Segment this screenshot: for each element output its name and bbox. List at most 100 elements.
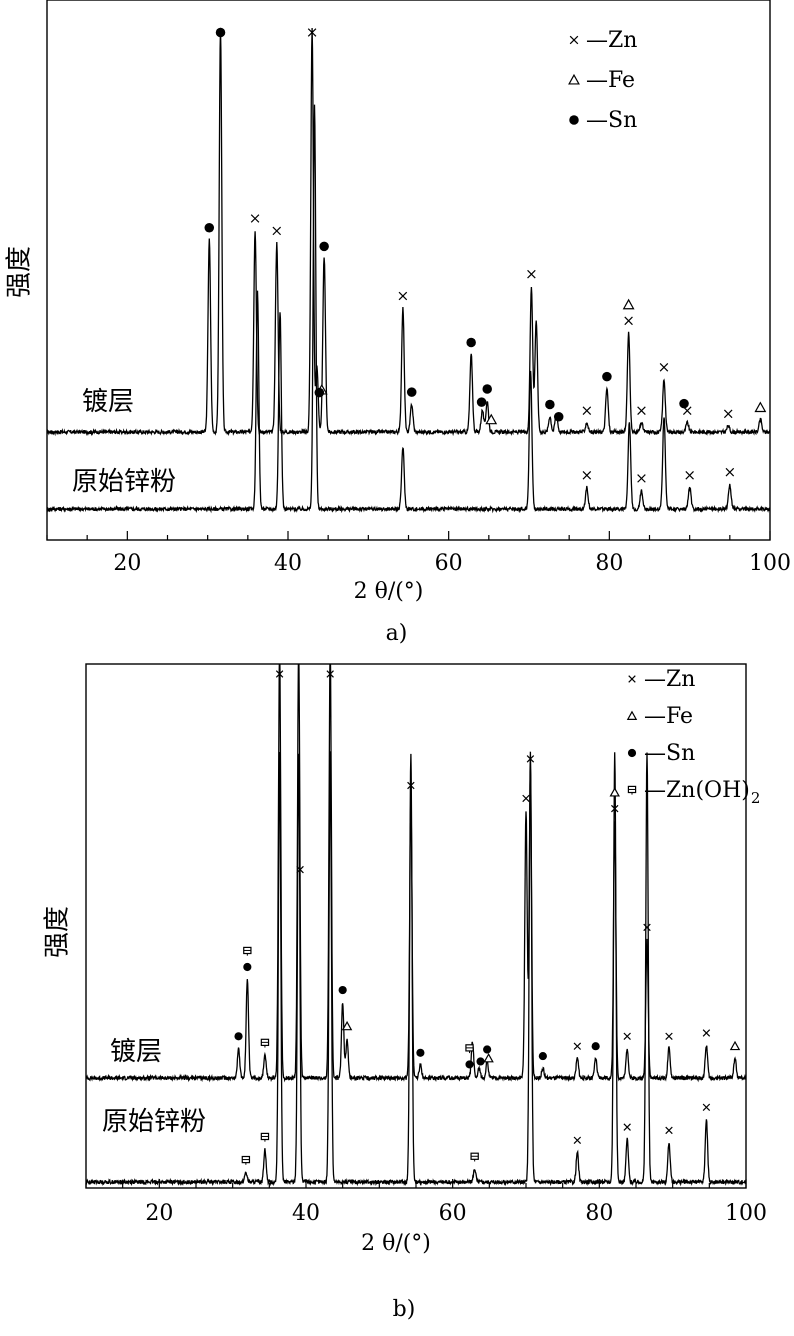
zn-marker: [573, 1042, 582, 1050]
x-axis-label: 2 θ/(°): [354, 579, 424, 604]
legend-subscript: 2: [751, 789, 761, 807]
plot-area: [47, 27, 770, 514]
fe-marker: [485, 413, 498, 425]
series-trace-coating: [47, 27, 770, 437]
sn-marker: [466, 337, 476, 348]
zn-marker: [275, 670, 284, 678]
cross-stroke: [272, 226, 282, 236]
zn-marker: [526, 755, 535, 763]
sn-marker: [406, 387, 417, 397]
chart-panel-b: 20 40 60 80 100 2 θ/(°) 强度 b) 镀层 原始锌粉 —Zn —Fe —Sn —Zn…: [0, 660, 794, 1336]
x-tick-label: 20: [113, 551, 141, 576]
cross-stroke: [665, 1126, 673, 1135]
zn-marker: [624, 316, 633, 326]
sn-marker: [416, 1048, 425, 1057]
legend-label: —Fe: [644, 704, 693, 729]
y-axis-label: 强度: [5, 246, 35, 298]
fe-marker: [622, 298, 635, 310]
cross-stroke: [275, 670, 284, 678]
cross-stroke: [307, 28, 317, 37]
x-tick-label: 40: [292, 1201, 320, 1226]
zn-marker: [527, 269, 536, 279]
cross-stroke: [398, 291, 408, 301]
zn-marker: [573, 1136, 582, 1145]
sn-marker: [476, 397, 487, 407]
zn-marker: [611, 804, 619, 813]
zn-marker: [398, 291, 408, 301]
zn-marker: [685, 471, 694, 480]
cross-stroke: [643, 923, 651, 932]
x-tick-label: 60: [435, 551, 463, 576]
cross-stroke: [723, 409, 733, 419]
zn-oh2-marker: [465, 1044, 474, 1054]
cross-stroke: [685, 471, 694, 480]
cross-stroke: [624, 316, 633, 326]
sn-marker: [591, 1042, 600, 1051]
cross-stroke: [573, 1136, 582, 1145]
legend-label: —Zn: [644, 667, 695, 692]
sn-marker: [465, 1060, 474, 1069]
fe-marker: [754, 401, 767, 413]
chart-panel-a: 20 40 60 80 100 2 θ/(°) 强度 a) 镀层 原始锌粉 —Zn —Fe —Sn: [0, 0, 794, 660]
x-axis-label: 2 θ/(°): [361, 1231, 431, 1256]
x-tick-label: 40: [274, 551, 302, 576]
zn-marker: [659, 363, 669, 372]
zn-marker: [522, 794, 530, 803]
sn-marker: [602, 371, 612, 382]
sn-marker: [538, 1052, 547, 1061]
sn-marker: [204, 223, 215, 233]
cross-stroke: [522, 794, 530, 803]
legend-label: —Sn: [586, 108, 637, 133]
cross-stroke: [659, 363, 669, 372]
cross-stroke: [326, 670, 334, 678]
series-label: 镀层: [110, 1037, 162, 1067]
legend-zn-marker: [628, 675, 636, 683]
legend-zn-marker: [569, 35, 579, 45]
sn-marker: [338, 985, 347, 995]
cross-stroke: [296, 865, 304, 874]
cross-stroke: [628, 675, 636, 683]
zn-oh2-marker: [241, 1155, 251, 1165]
x-tick-label: 80: [585, 1201, 613, 1226]
zn-marker: [407, 781, 415, 790]
cross-stroke: [407, 781, 415, 790]
cross-stroke: [623, 1032, 631, 1041]
zn-marker: [250, 214, 260, 223]
legend-zn-oh2-marker: [627, 785, 637, 795]
zn-oh2-marker: [260, 1038, 270, 1048]
fe-marker: [341, 1020, 353, 1031]
x-tick-label: 60: [439, 1201, 467, 1226]
series-trace-coating: [86, 664, 746, 1083]
zn-marker: [725, 467, 735, 477]
zn-marker: [643, 923, 651, 932]
zn-marker: [623, 1123, 631, 1131]
cross-stroke: [569, 35, 579, 45]
sn-marker: [482, 384, 492, 394]
sn-marker: [314, 387, 325, 398]
sn-marker: [234, 1032, 243, 1041]
legend-label: —Zn: [586, 28, 637, 53]
plot-frame: [46, 0, 771, 541]
cross-stroke: [527, 269, 536, 279]
zn-marker: [623, 1032, 631, 1041]
x-tick-label: 100: [725, 1201, 767, 1226]
sn-marker: [215, 27, 226, 38]
sn-marker: [319, 241, 329, 252]
sn-marker: [679, 398, 689, 409]
x-tick-label: 100: [749, 551, 791, 576]
series-label: 原始锌粉: [72, 467, 176, 497]
zn-marker: [702, 1103, 711, 1112]
zn-marker: [326, 670, 334, 678]
zn-marker: [307, 28, 317, 37]
cross-stroke: [582, 471, 592, 480]
legend-fe-marker: [626, 710, 638, 720]
cross-stroke: [702, 1029, 711, 1037]
x-tick-label: 80: [595, 551, 623, 576]
zn-marker: [637, 406, 646, 415]
fe-marker: [729, 1040, 741, 1051]
fe-marker: [609, 787, 620, 797]
y-axis-label: 强度: [43, 906, 73, 958]
zn-marker: [702, 1029, 711, 1037]
panel-caption: a): [386, 621, 408, 646]
